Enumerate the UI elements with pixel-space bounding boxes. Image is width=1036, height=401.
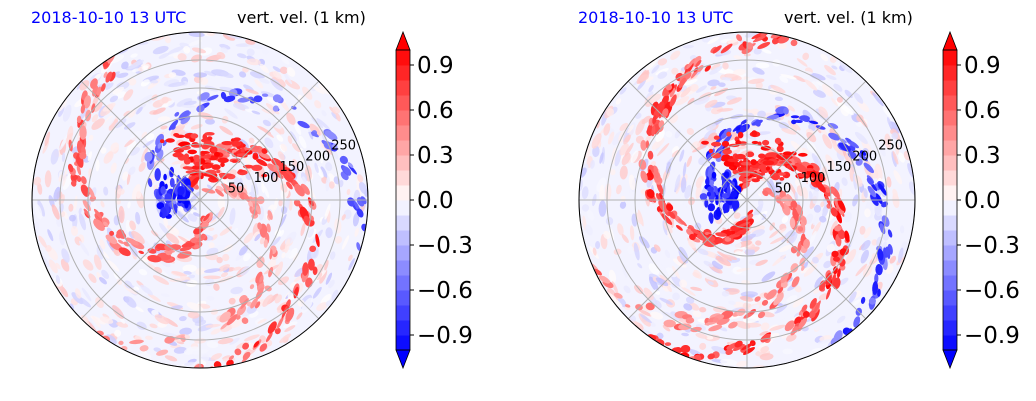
colorbar-tick-label: −0.9 — [964, 323, 1020, 349]
colorbar-bin — [943, 260, 957, 276]
colorbar-bin — [396, 290, 410, 306]
angular-gridline — [627, 199, 748, 320]
colorbar-bin — [943, 125, 957, 141]
colorbar-bin — [943, 275, 957, 291]
colorbar-bin — [943, 305, 957, 321]
time-label: 2018-10-10 13 UTC — [31, 8, 187, 27]
angular-gridline — [199, 80, 320, 201]
polar-plot-panel-right: 2018-10-10 13 UTC vert. vel. (1 km) 50 10… — [547, 0, 1036, 401]
polar-frame — [31, 31, 369, 369]
colorbar-bin — [943, 335, 957, 351]
colorbar-tick-label: −0.6 — [964, 278, 1020, 304]
colorbar-tick-label: −0.3 — [417, 233, 473, 259]
angular-gridline — [746, 80, 867, 201]
colorbar-bin — [396, 125, 410, 141]
colorbar-bin — [396, 110, 410, 126]
angular-gridline — [199, 199, 320, 320]
colorbar-bin — [943, 170, 957, 186]
colorbar-bin — [943, 200, 957, 216]
colorbar-bin — [396, 155, 410, 171]
colorbar-tick-label: 0.6 — [964, 98, 1001, 124]
colorbar-tick-label: −0.3 — [964, 233, 1020, 259]
colorbar-tick-label: −0.6 — [417, 278, 473, 304]
colorbar-bin — [943, 50, 957, 66]
colorbar-bin — [396, 140, 410, 156]
colorbar-bin — [396, 50, 410, 66]
angular-gridline — [80, 199, 201, 320]
colorbar-tick-label: 0.3 — [964, 143, 1001, 169]
colorbar-bin — [396, 335, 410, 351]
colorbar-bin — [396, 260, 410, 276]
colorbar-bin — [943, 80, 957, 96]
colorbar-bin — [396, 170, 410, 186]
polar-grid — [31, 31, 369, 369]
colorbar-bin — [396, 65, 410, 81]
radial-tick-label: 250 — [331, 139, 356, 154]
angular-gridline — [80, 80, 201, 201]
colorbar-bin — [943, 65, 957, 81]
colorbar-extend-min — [942, 349, 958, 370]
colorbar: −0.9 −0.6 −0.3 0.0 0.3 0.6 0.9 — [942, 30, 1020, 370]
colorbar-extend-min — [395, 349, 411, 370]
colorbar-tick-label: −0.9 — [417, 323, 473, 349]
colorbar-bin — [396, 275, 410, 291]
radial-tick-label: 100 — [801, 171, 826, 186]
angular-gridline — [746, 199, 867, 320]
angular-gridline — [627, 80, 748, 201]
radial-tick-label: 50 — [775, 182, 792, 197]
colorbar-bin — [396, 215, 410, 231]
colorbar-bin — [396, 200, 410, 216]
colorbar-bin — [943, 155, 957, 171]
vertical-velocity-field — [579, 32, 915, 368]
polar-frame — [578, 31, 916, 369]
colorbar-bin — [943, 215, 957, 231]
colorbar-bin — [943, 245, 957, 261]
radial-tick-label: 150 — [280, 160, 305, 175]
time-label: 2018-10-10 13 UTC — [578, 8, 734, 27]
polar-grid — [578, 31, 916, 369]
colorbar-bin — [396, 245, 410, 261]
colorbar-bin — [943, 140, 957, 156]
colorbar-extend-max — [942, 30, 958, 51]
radial-tick-label: 150 — [827, 160, 852, 175]
colorbar-bin — [943, 230, 957, 246]
colorbar-tick-label: 0.9 — [417, 53, 454, 79]
colorbar-bin — [396, 320, 410, 336]
colorbar-bin — [943, 110, 957, 126]
radial-tick-label: 200 — [305, 149, 330, 164]
colorbar-tick-label: 0.0 — [417, 188, 454, 214]
colorbar-tick-label: 0.9 — [964, 53, 1001, 79]
colorbar-bin — [396, 305, 410, 321]
variable-label: vert. vel. (1 km) — [784, 8, 913, 27]
colorbar-bin — [943, 320, 957, 336]
polar-plot-panel-left: 2018-10-10 13 UTC vert. vel. (1 km) 50 10… — [31, 8, 473, 370]
vertical-velocity-field — [32, 32, 368, 368]
colorbar-bin — [396, 230, 410, 246]
colorbar-bin — [396, 80, 410, 96]
radial-tick-label: 100 — [254, 171, 279, 186]
radial-tick-label: 250 — [878, 139, 903, 154]
colorbar-bin — [943, 290, 957, 306]
radial-tick-label: 50 — [228, 182, 245, 197]
colorbar-bin — [943, 185, 957, 201]
colorbar-extend-max — [395, 30, 411, 51]
colorbar-tick-label: 0.6 — [417, 98, 454, 124]
radial-tick-label: 200 — [852, 149, 877, 164]
colorbar: −0.9 −0.6 −0.3 0.0 0.3 0.6 0.9 — [395, 30, 473, 370]
colorbar-tick-label: 0.3 — [417, 143, 454, 169]
variable-label: vert. vel. (1 km) — [237, 8, 366, 27]
colorbar-bin — [396, 95, 410, 111]
colorbar-bin — [396, 185, 410, 201]
colorbar-bin — [943, 95, 957, 111]
colorbar-tick-label: 0.0 — [964, 188, 1001, 214]
